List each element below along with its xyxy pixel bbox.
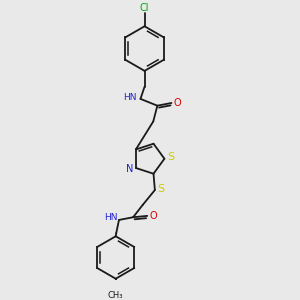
- Text: S: S: [167, 152, 174, 162]
- Text: Cl: Cl: [140, 3, 149, 13]
- Text: O: O: [149, 211, 157, 221]
- Text: HN: HN: [123, 93, 137, 102]
- Text: O: O: [174, 98, 181, 108]
- Text: HN: HN: [105, 213, 118, 222]
- Text: CH₃: CH₃: [108, 290, 124, 299]
- Text: N: N: [126, 164, 134, 174]
- Text: S: S: [157, 184, 164, 194]
